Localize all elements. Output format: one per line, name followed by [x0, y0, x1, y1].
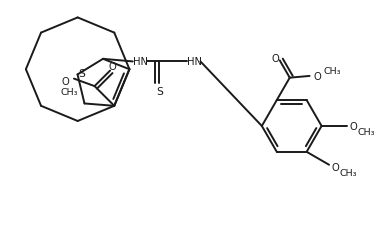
- Text: O: O: [61, 76, 69, 86]
- Text: O: O: [272, 54, 280, 64]
- Text: O: O: [314, 72, 321, 82]
- Text: CH₃: CH₃: [358, 128, 375, 137]
- Text: HN: HN: [133, 57, 148, 67]
- Text: CH₃: CH₃: [324, 67, 341, 76]
- Text: S: S: [78, 69, 85, 79]
- Text: CH₃: CH₃: [339, 168, 357, 177]
- Text: O: O: [108, 61, 116, 71]
- Text: S: S: [156, 87, 163, 97]
- Text: CH₃: CH₃: [60, 88, 78, 97]
- Text: O: O: [350, 122, 357, 131]
- Text: O: O: [331, 162, 339, 172]
- Text: HN: HN: [187, 57, 202, 67]
